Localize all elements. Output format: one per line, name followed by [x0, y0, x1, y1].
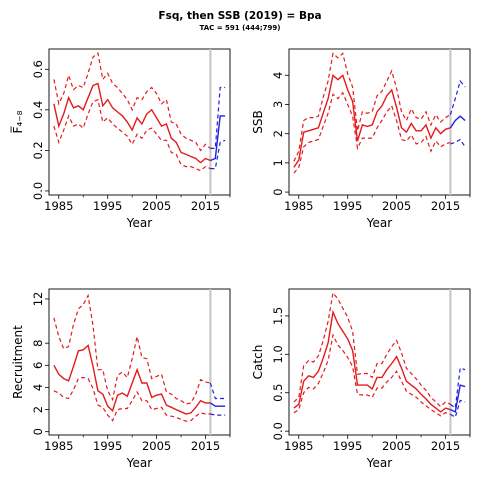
recruitment-xlabel: Year [126, 456, 152, 470]
ssb-ylabel: SSB [251, 110, 265, 133]
figure-subtitle: TAC = 591 (444;799) [199, 24, 281, 32]
recruitment-xtick-label: 1985 [44, 439, 73, 453]
ssb-xtick-label: 2015 [431, 199, 460, 213]
catch-ytick-label: 0.5 [271, 384, 285, 402]
recruitment-projection-upper-line [209, 382, 226, 400]
recruitment-projection-lower-line [210, 413, 226, 416]
fbar-projection-lower-line [210, 139, 226, 170]
catch-xtick-label: 2015 [431, 439, 460, 453]
catch-xtick-label: 2005 [382, 439, 411, 453]
ssb-frame [288, 48, 471, 196]
fbar-frame [48, 48, 231, 196]
recruitment-ylabel: Recruitment [11, 325, 25, 399]
panel-catch: 1985 1995 2005 2015 0.0 0.5 1.0 1.5 Year Catch [251, 288, 471, 470]
fbar-ytick-label: 0.2 [31, 141, 45, 159]
catch-frame [288, 288, 471, 436]
ssb-projection-median-line [449, 115, 466, 129]
catch-ytick-label: 1.0 [271, 345, 285, 363]
fbar-xtick-label: 2005 [142, 199, 171, 213]
ssb-ytick-label: 0 [271, 188, 285, 195]
fbar-xtick-label: 2015 [191, 199, 220, 213]
ssb-ytick-label: 2 [271, 130, 285, 137]
fbar-xtick-label: 1995 [93, 199, 122, 213]
recruitment-ytick-label: 4 [31, 384, 45, 391]
catch-ytick-label: 0.0 [271, 422, 285, 440]
fbar-lower-line [53, 98, 211, 172]
catch-plot-area [293, 289, 466, 435]
catch-xtick-label: 1995 [333, 439, 362, 453]
ssb-xtick-label: 2005 [382, 199, 411, 213]
recruitment-frame [48, 288, 231, 436]
ssb-lower-line [293, 91, 451, 174]
fbar-ytick-label: 0.6 [31, 60, 45, 78]
recruitment-projection-median-line [210, 402, 226, 407]
ssb-projection-upper-line [449, 79, 466, 115]
catch-median-line [293, 309, 451, 413]
catch-projection-upper-line [450, 367, 466, 410]
catch-ylabel: Catch [251, 345, 265, 380]
recruitment-xtick-label: 1995 [93, 439, 122, 453]
recruitment-lower-line [53, 376, 211, 422]
recruitment-ytick-label: 12 [31, 292, 45, 307]
recruitment-plot-area [53, 289, 226, 435]
ssb-plot-area [293, 49, 466, 195]
ssb-xtick-label: 1995 [333, 199, 362, 213]
fbar-upper-line [53, 51, 211, 152]
fbar-xlabel: Year [126, 216, 152, 230]
catch-xlabel: Year [366, 456, 392, 470]
recruitment-ytick-label: 8 [31, 340, 45, 347]
ssb-ytick-label: 3 [271, 101, 285, 108]
recruitment-upper-line [53, 293, 211, 405]
ssb-projection-lower-line [450, 138, 466, 148]
recruitment-median-line [53, 344, 211, 415]
fbar-median-line [53, 82, 211, 164]
fbar-ytick-label: 0.4 [31, 101, 45, 119]
fbar-ylabel: F̅₄₋₈ [10, 110, 25, 133]
ssb-upper-line [293, 52, 451, 162]
fbar-plot-area [53, 49, 226, 195]
fbar-projection-upper-line [210, 86, 226, 149]
recruitment-ytick-label: 6 [31, 362, 45, 369]
ssb-xlabel: Year [366, 216, 392, 230]
recruitment-xtick-label: 2005 [142, 439, 171, 453]
fbar-ytick-label: 0.0 [31, 182, 45, 200]
fbar-projection-median-line [210, 115, 226, 162]
catch-xtick-label: 1985 [284, 439, 313, 453]
panel-recruitment: 1985 1995 2005 2015 0 2 4 6 8 12 Year Recruitment [11, 288, 231, 470]
panel-ssb: 1985 1995 2005 2015 0 1 2 3 4 Year SSB [251, 48, 471, 230]
recruitment-ytick-label: 0 [31, 428, 45, 435]
recruitment-xtick-label: 2015 [191, 439, 220, 453]
ssb-median-line [293, 73, 451, 168]
catch-lower-line [293, 333, 451, 417]
ssb-ytick-label: 1 [271, 159, 285, 166]
catch-projection-lower-line [450, 399, 466, 419]
fbar-xtick-label: 1985 [44, 199, 73, 213]
recruitment-ytick-label: 2 [31, 406, 45, 413]
catch-upper-line [293, 291, 451, 408]
panel-fbar: 1985 1995 2005 2015 0.0 0.2 0.4 0.6 Year F̅₄₋₈ [10, 48, 231, 230]
ssb-ytick-label: 4 [271, 72, 285, 79]
figure-title: Fsq, then SSB (2019) = Bpa [158, 10, 322, 22]
catch-projection-median-line [450, 384, 466, 413]
ssb-xtick-label: 1985 [284, 199, 313, 213]
catch-ytick-label: 1.5 [271, 307, 285, 325]
